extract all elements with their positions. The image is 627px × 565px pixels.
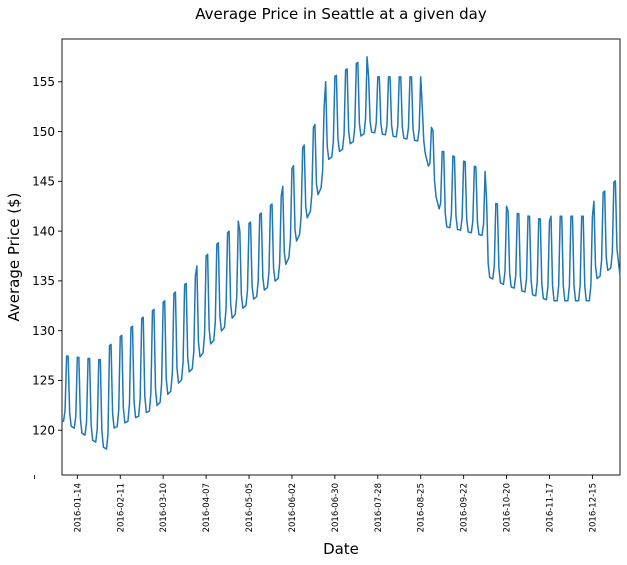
y-tick-label: 120 [32, 423, 55, 437]
y-tick-label: 130 [32, 324, 55, 338]
y-axis: 120 125 130 135 140 145 150 155 [32, 75, 62, 437]
x-tick-label: 2016-01-14 [73, 483, 83, 532]
x-tick-label: 2016-09-22 [460, 483, 470, 532]
x-tick-label: 2016-10-20 [503, 483, 513, 532]
series-line [61, 56, 621, 450]
x-axis: 2016-01-14 2016-02-11 2016-03-10 2016-04-07… [33, 475, 598, 532]
x-axis-label: Date [323, 540, 359, 558]
y-tick-label: 150 [32, 125, 55, 139]
x-tick-label: 2016-04-07 [202, 483, 212, 532]
x-tick-label: 2016-12-15 [588, 483, 598, 532]
y-tick-label: 155 [32, 75, 55, 89]
x-tick-label: 2016-11-17 [545, 483, 555, 532]
y-tick-label: 140 [32, 224, 55, 238]
y-tick-label: 125 [32, 374, 55, 388]
x-tick-label: 2016-06-02 [288, 483, 298, 532]
x-tick-label: 2016-05-05 [245, 483, 255, 532]
x-tick-label: 2016-03-10 [159, 483, 169, 532]
plot-frame [61, 38, 621, 476]
x-tick-label: 2016-07-28 [374, 483, 384, 532]
x-tick-label: 2016-08-25 [417, 483, 427, 532]
y-axis-label: Average Price ($) [5, 193, 23, 322]
x-tick-label: 2016-02-11 [116, 483, 126, 532]
y-tick-label: 135 [32, 274, 55, 288]
y-tick-label: 145 [32, 175, 55, 189]
chart-title: Average Price in Seattle at a given day [195, 5, 487, 23]
x-tick-label: 2016-06-30 [331, 483, 341, 532]
